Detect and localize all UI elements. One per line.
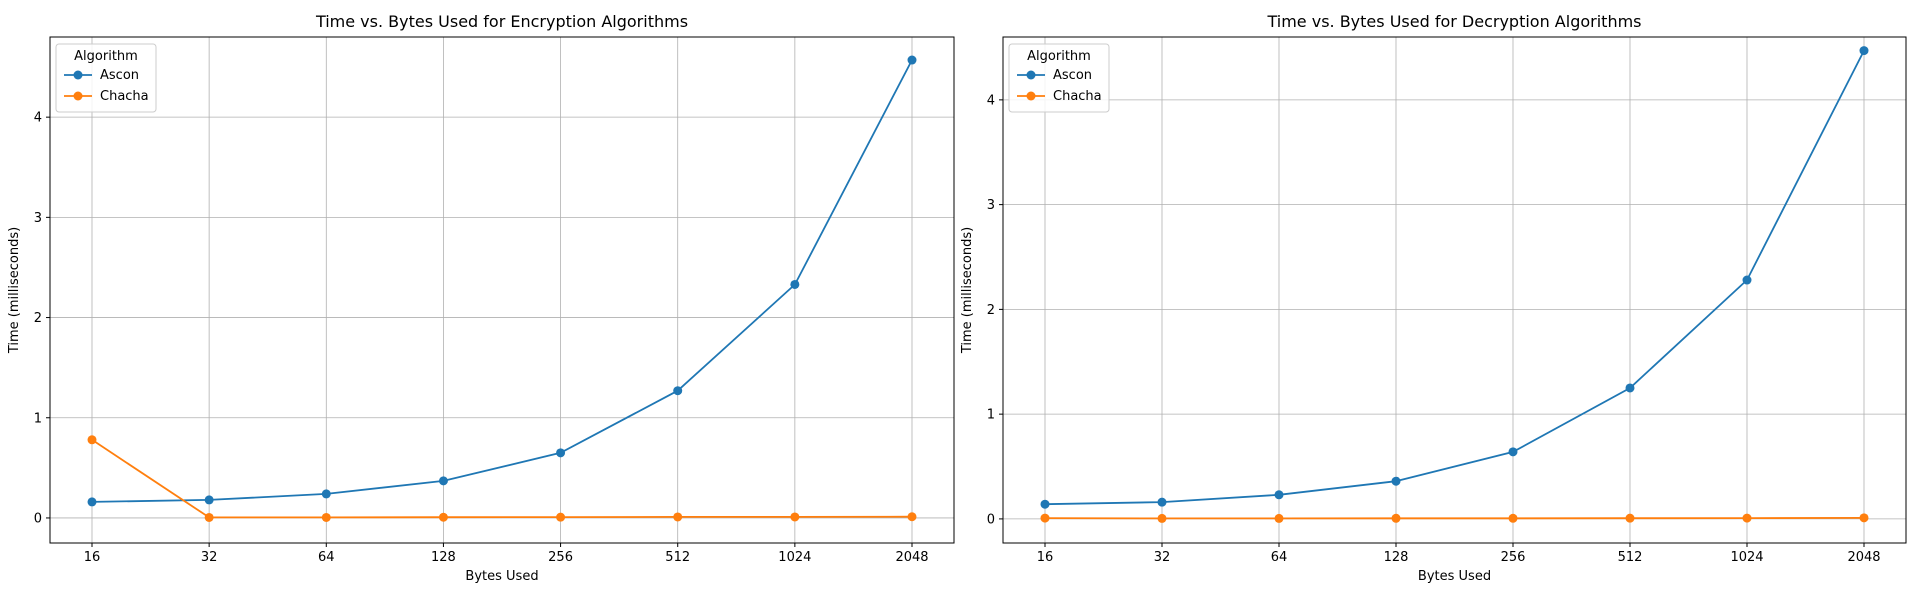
data-point-chacha xyxy=(87,435,97,445)
chart-encryption: 16 32 64 128 256 512 1024 2048 0 1 2 3 4 Time vs. Byt… xyxy=(7,12,955,584)
data-point-ascon xyxy=(907,55,917,65)
x-tick-label: 256 xyxy=(1501,550,1526,565)
y-tick-label: 2 xyxy=(987,303,995,318)
y-tick-label: 2 xyxy=(34,311,42,326)
data-point-chacha xyxy=(790,512,800,522)
legend-label-chacha: Chacha xyxy=(100,89,149,104)
legend-marker xyxy=(73,70,83,80)
chart-title: Time vs. Bytes Used for Encryption Algor… xyxy=(315,12,688,31)
x-tick-label: 32 xyxy=(201,550,218,565)
data-point-ascon xyxy=(204,495,214,505)
data-point-ascon xyxy=(1274,490,1284,500)
series-line-chacha xyxy=(91,439,913,519)
series-line-chacha xyxy=(1044,517,1865,520)
legend-title: Algorithm xyxy=(74,49,138,64)
legend-label-ascon: Ascon xyxy=(100,68,139,83)
x-tick-label: 256 xyxy=(548,550,573,565)
x-tick-label: 128 xyxy=(1384,550,1409,565)
x-tick-label: 2048 xyxy=(1847,550,1880,565)
x-tick-label: 512 xyxy=(1618,550,1643,565)
data-point-ascon xyxy=(1742,275,1752,285)
x-tick-label: 16 xyxy=(1037,550,1054,565)
data-point-chacha xyxy=(556,512,566,522)
y-tick-label: 3 xyxy=(987,198,995,213)
data-point-chacha xyxy=(1274,513,1284,523)
data-point-chacha xyxy=(907,512,917,522)
x-axis-label: Bytes Used xyxy=(1418,569,1491,584)
data-point-ascon xyxy=(87,497,97,507)
data-point-chacha xyxy=(1508,513,1518,523)
data-point-chacha xyxy=(438,512,448,522)
axes-frame xyxy=(49,36,955,544)
x-tick-label: 512 xyxy=(665,550,690,565)
data-point-chacha xyxy=(1742,513,1752,523)
y-tick-label: 3 xyxy=(34,211,42,226)
data-point-ascon xyxy=(556,448,566,458)
data-point-ascon xyxy=(1157,497,1167,507)
series-line-ascon xyxy=(1044,50,1865,506)
legend-label-chacha: Chacha xyxy=(1053,89,1102,104)
x-tick-label: 16 xyxy=(84,550,101,565)
x-tick-label: 1024 xyxy=(778,550,811,565)
data-point-ascon xyxy=(1391,476,1401,486)
y-tick-label: 1 xyxy=(987,408,995,423)
data-point-ascon xyxy=(1508,447,1518,457)
data-point-ascon xyxy=(1859,46,1869,56)
x-tick-label: 64 xyxy=(318,550,335,565)
chart-decryption: 16 32 64 128 256 512 1024 2048 0 1 2 3 4 Time vs. Byt… xyxy=(960,12,1907,584)
data-point-chacha xyxy=(673,512,683,522)
data-point-chacha xyxy=(1391,513,1401,523)
chart-title: Time vs. Bytes Used for Decryption Algor… xyxy=(1266,12,1641,31)
y-axis-label: Time (milliseconds) xyxy=(7,227,22,354)
legend-marker xyxy=(1026,91,1036,101)
data-point-chacha xyxy=(1859,513,1869,523)
x-tick-label: 1024 xyxy=(1730,550,1763,565)
data-point-ascon xyxy=(1625,383,1635,393)
axes-frame xyxy=(1002,36,1907,544)
data-point-ascon xyxy=(438,476,448,486)
data-point-chacha xyxy=(1040,513,1050,523)
legend-marker xyxy=(73,91,83,101)
y-tick-label: 1 xyxy=(34,411,42,426)
data-point-ascon xyxy=(321,489,331,499)
y-tick-label: 0 xyxy=(987,512,995,527)
y-tick-label: 4 xyxy=(34,111,42,126)
series-line-ascon xyxy=(91,59,913,503)
data-point-chacha xyxy=(204,512,214,522)
x-tick-label: 32 xyxy=(1154,550,1171,565)
legend-label-ascon: Ascon xyxy=(1053,68,1092,83)
data-point-chacha xyxy=(321,512,331,522)
data-point-ascon xyxy=(790,279,800,289)
x-tick-label: 2048 xyxy=(895,550,928,565)
y-tick-label: 4 xyxy=(987,93,995,108)
legend-title: Algorithm xyxy=(1027,49,1091,64)
x-axis-label: Bytes Used xyxy=(465,569,538,584)
data-point-ascon xyxy=(1040,499,1050,509)
legend-marker xyxy=(1026,70,1036,80)
y-axis-label: Time (milliseconds) xyxy=(960,227,975,354)
x-tick-label: 64 xyxy=(1271,550,1288,565)
x-tick-label: 128 xyxy=(431,550,456,565)
data-point-ascon xyxy=(673,386,683,396)
data-point-chacha xyxy=(1625,513,1635,523)
data-point-chacha xyxy=(1157,513,1167,523)
y-tick-label: 0 xyxy=(34,511,42,526)
